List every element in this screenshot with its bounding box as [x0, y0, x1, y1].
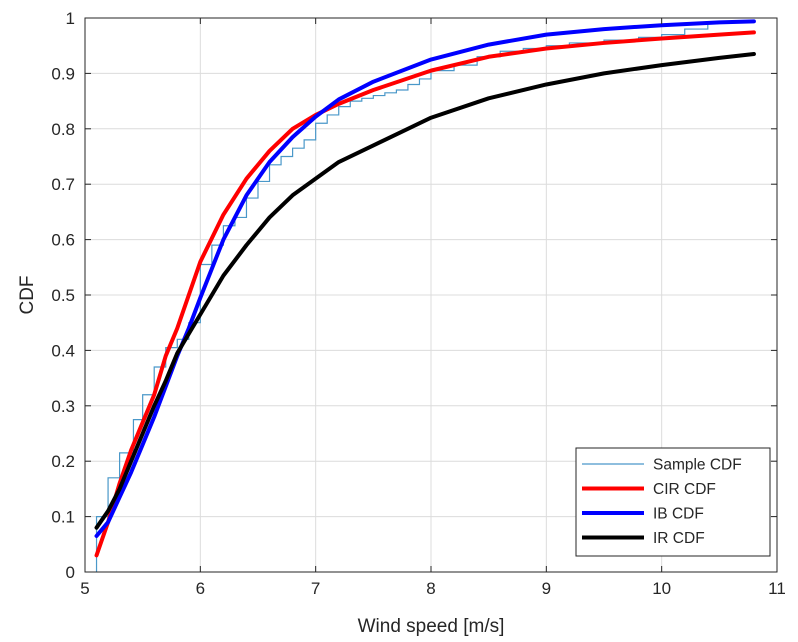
tick-labels: 5 6 7 8 9 10 11 0 0.1 0.2 0.3 0.4 0.5 0.6 0.7 0.8 0.9 1: [51, 9, 785, 598]
y-tick-label: 0.1: [51, 508, 75, 527]
y-tick-label: 0.4: [51, 341, 75, 360]
x-tick-label: 9: [542, 579, 551, 598]
cir-cdf-line: [94, 30, 756, 558]
legend: Sample CDF CIR CDF IB CDF IR CDF: [575, 447, 771, 557]
legend-label-cir-cdf: CIR CDF: [653, 481, 716, 498]
y-tick-label: 0.9: [51, 64, 75, 83]
y-tick-label: 0.3: [51, 397, 75, 416]
series-layer: [94, 19, 756, 572]
x-tick-label: 8: [426, 579, 435, 598]
y-axis-title: CDF: [17, 275, 38, 314]
x-tick-label: 5: [80, 579, 89, 598]
x-tick-label: 6: [196, 579, 205, 598]
x-tick-label: 10: [652, 579, 671, 598]
x-tick-label: 7: [311, 579, 320, 598]
x-axis-title: Wind speed [m/s]: [358, 616, 505, 637]
y-tick-label: 0.6: [51, 231, 75, 250]
legend-label-ir-cdf: IR CDF: [653, 530, 705, 547]
y-tick-label: 0: [66, 563, 75, 582]
legend-label-ib-cdf: IB CDF: [653, 506, 704, 523]
ib-cdf-line: [94, 19, 756, 538]
y-tick-label: 1: [66, 9, 75, 28]
x-tick-label: 11: [768, 579, 786, 598]
tick-marks: [84, 17, 778, 573]
ir-cdf-line: [94, 52, 756, 530]
y-tick-label: 0.8: [51, 120, 75, 139]
y-tick-label: 0.7: [51, 175, 75, 194]
y-tick-label: 0.2: [51, 452, 75, 471]
legend-label-sample-cdf: Sample CDF: [653, 457, 742, 474]
y-tick-label: 0.5: [51, 286, 75, 305]
